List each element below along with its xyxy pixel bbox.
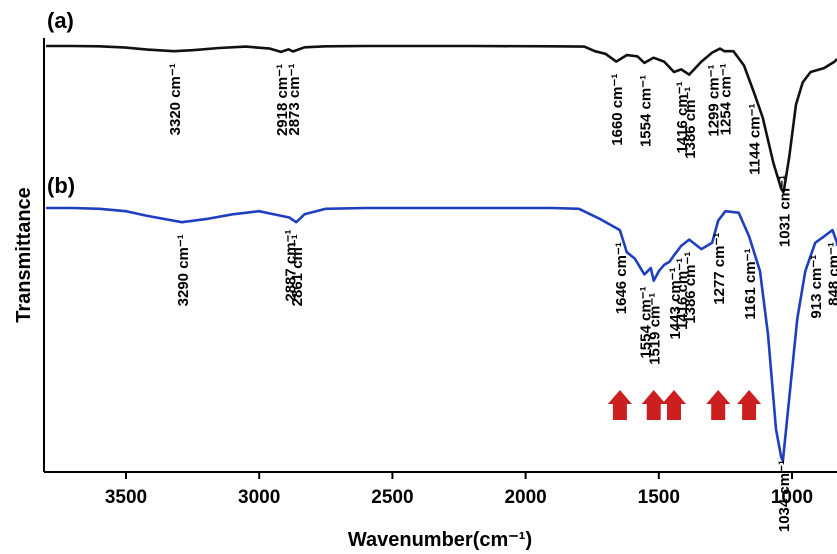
peak-label-b-1646: 1646 cm⁻¹ <box>613 242 630 314</box>
up-arrow-icon <box>607 390 632 420</box>
peak-label-b-1443: 1443 cm⁻¹ <box>667 267 684 339</box>
peak-label-b-3290: 3290 cm⁻¹ <box>175 234 192 306</box>
peak-label-a-3320: 3320 cm⁻¹ <box>167 63 184 135</box>
x-tick-label-3000: 3000 <box>238 487 280 508</box>
spectrum-line-a <box>46 44 837 193</box>
panel-label-a: (a) <box>47 8 74 33</box>
peak-label-b-2861: 2861 cm⁻¹ <box>289 234 306 306</box>
peak-label-b-1386: 1386 cm⁻¹ <box>682 252 699 324</box>
up-arrow-icon <box>661 390 686 420</box>
peak-label-a-1386: 1386 cm⁻¹ <box>682 87 699 159</box>
peak-label-a-1299: 1299 cm⁻¹ <box>705 65 722 137</box>
x-ticks: 3500 3000 2500 2000 1500 1000 <box>105 472 813 508</box>
panel-label-b: (b) <box>47 173 75 198</box>
peak-label-a-1254: 1254 cm⁻¹ <box>717 63 734 135</box>
peak-label-a-2873: 2873 cm⁻¹ <box>286 64 303 136</box>
x-tick-label-2000: 2000 <box>504 487 546 508</box>
x-tick-label-3500: 3500 <box>105 487 147 508</box>
peak-label-b-1034: 1034 cm⁻¹ <box>776 460 793 532</box>
peak-label-b-1554: 1554 cm⁻¹ <box>637 286 654 358</box>
x-tick-label-1500: 1500 <box>638 487 680 508</box>
y-axis-title: Transmittance <box>13 187 35 323</box>
peak-label-a-1031: 1031 cm⁻¹ <box>777 175 794 247</box>
peak-label-b-1277: 1277 cm⁻¹ <box>711 233 728 305</box>
x-tick-label-2500: 2500 <box>371 487 413 508</box>
peak-label-b-1416: 1416 cm⁻¹ <box>674 258 691 330</box>
peak-label-b-2887: 2887 cm⁻¹ <box>282 230 299 302</box>
peak-label-a-1144: 1144 cm⁻¹ <box>747 104 764 175</box>
peak-label-a-2918: 2918 cm⁻¹ <box>274 64 291 136</box>
x-tick-label-1000: 1000 <box>771 487 813 508</box>
peak-label-b-913: 913 cm⁻¹ <box>808 255 825 319</box>
up-arrow-icon <box>641 390 666 420</box>
peak-label-b-1519: 1519 cm⁻¹ <box>647 293 664 365</box>
peak-label-a-1416: 1416 cm⁻¹ <box>674 81 691 153</box>
spectrum-line-b <box>46 206 837 463</box>
peak-label-a-1660: 1660 cm⁻¹ <box>609 74 626 146</box>
peak-label-b-1161: 1161 cm⁻¹ <box>742 248 759 319</box>
peak-label-a-1554: 1554 cm⁻¹ <box>637 75 654 147</box>
up-arrow-icon <box>706 390 731 420</box>
up-arrow-icon <box>737 390 762 420</box>
x-axis-title: Wavenumber(cm⁻¹) <box>348 529 532 551</box>
peak-label-b-848: 848 cm⁻¹ <box>826 242 837 306</box>
